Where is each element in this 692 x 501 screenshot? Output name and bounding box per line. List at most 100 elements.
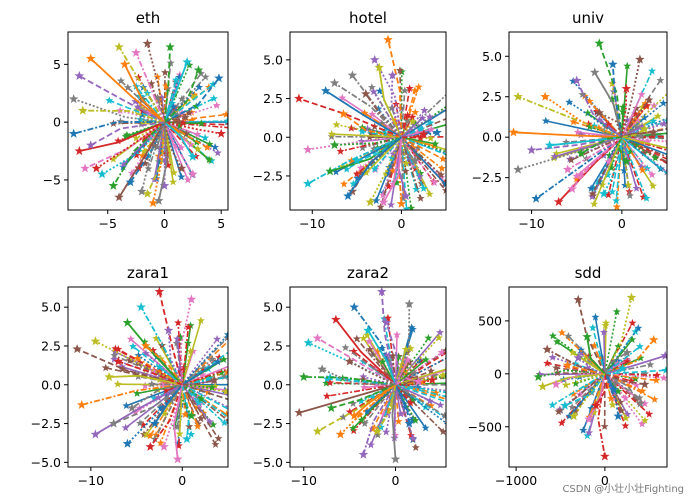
trajectory-star (597, 354, 606, 362)
trajectory-star (370, 164, 379, 173)
trajectory-star (134, 164, 143, 172)
trajectory-star (642, 101, 651, 110)
trajectory-line (145, 345, 184, 386)
trajectory-star (640, 149, 649, 157)
trajectory-line (544, 95, 623, 139)
endpoint-star (159, 441, 169, 451)
trajectory-star (669, 129, 677, 137)
trajectory-star (635, 342, 644, 350)
endpoint-star (172, 454, 183, 464)
trajectory-star (431, 388, 440, 397)
trajectory-line (164, 113, 227, 123)
trajectory-star (223, 368, 228, 376)
trajectory-star (114, 136, 123, 145)
trajectory-star (417, 124, 426, 133)
trajectory-star (166, 58, 175, 67)
x-tick-label: 0 (397, 216, 405, 231)
trajectory-line (342, 113, 402, 139)
trajectory-star (190, 92, 199, 100)
title-univ: univ (572, 9, 604, 27)
endpoint-star (299, 372, 309, 382)
trajectory-star (365, 337, 374, 345)
y-tick-label: −5.0 (253, 455, 283, 470)
trajectory-line (620, 59, 641, 138)
trajectory-star (152, 334, 161, 342)
trajectory-star (585, 351, 594, 360)
trajectory-star (564, 331, 573, 340)
title-zara2: zara2 (347, 264, 389, 282)
trajectory-star (193, 144, 202, 153)
endpoint-star (140, 340, 151, 351)
trajectory-line (158, 291, 184, 385)
trajectory-star (553, 368, 562, 377)
trajectory-line (567, 364, 606, 375)
trajectory-star (188, 116, 197, 124)
endpoint-star (537, 381, 548, 391)
trajectory-star (673, 154, 681, 162)
trajectory-line (394, 337, 440, 386)
endpoint-star (214, 73, 224, 83)
trajectory-star (550, 152, 559, 160)
y-tick-label: −2.5 (31, 416, 61, 431)
endpoint-star (352, 155, 362, 165)
y-tick-label: −2.5 (472, 170, 502, 185)
trajectory-star (424, 333, 433, 342)
trajectory-line (531, 136, 623, 151)
trajectory-line (604, 373, 643, 425)
endpoint-star (617, 363, 628, 373)
trajectory-star (672, 159, 680, 167)
endpoint-star (176, 163, 187, 173)
trajectory-line (181, 384, 202, 419)
trajectory-star (116, 117, 125, 125)
trajectory-star (640, 416, 649, 424)
trajectory-star (356, 163, 365, 172)
trajectory-star (407, 431, 416, 439)
trajectory-line (394, 348, 412, 386)
trajectory-star (213, 357, 222, 366)
trajectory-star (421, 423, 430, 432)
y-tick-label: 5.0 (263, 300, 283, 315)
axes-frame (67, 286, 229, 468)
trajectory-star (323, 374, 332, 383)
trajectory-star (247, 357, 255, 365)
trajectory-star (601, 318, 610, 327)
trajectory-star (186, 140, 195, 148)
trajectory-line (538, 369, 605, 378)
y-tick-label: −500 (468, 419, 502, 434)
trajectory-line (371, 384, 397, 430)
trajectory-star (577, 349, 586, 357)
trajectory-line (568, 101, 623, 138)
trajectory-line (602, 137, 623, 195)
y-tick-label: −5.0 (31, 455, 61, 470)
trajectory-line (181, 361, 219, 386)
trajectory-star (163, 161, 172, 169)
trajectory-star (652, 376, 661, 384)
trajectory-line (394, 384, 444, 433)
trajectory-star (656, 76, 665, 84)
trajectory-line (163, 86, 200, 123)
trajectory-line (113, 384, 183, 425)
trajectory-star (418, 114, 427, 122)
trajectory-star (670, 163, 678, 171)
trajectory-star (653, 112, 662, 120)
endpoint-star (560, 400, 570, 410)
trajectory-star (357, 397, 366, 405)
trajectory-star (373, 347, 382, 356)
endpoint-star (396, 198, 407, 208)
trajectory-line (615, 137, 623, 201)
trajectory-star (659, 99, 667, 107)
trajectory-line (588, 373, 606, 420)
trajectory-star (456, 388, 464, 396)
trajectory-star (172, 339, 181, 347)
trajectory-star (410, 86, 419, 95)
x-tick-label: 0 (392, 473, 400, 488)
endpoint-star (131, 47, 141, 57)
trajectory-star (339, 413, 348, 421)
trajectory-star (636, 353, 645, 362)
trajectory-line (395, 368, 446, 386)
y-tick-label: 0.0 (263, 130, 283, 145)
trajectory-line (109, 374, 183, 386)
endpoint-star (317, 364, 327, 374)
trajectory-star (375, 86, 384, 95)
trajectory-star (388, 166, 397, 175)
